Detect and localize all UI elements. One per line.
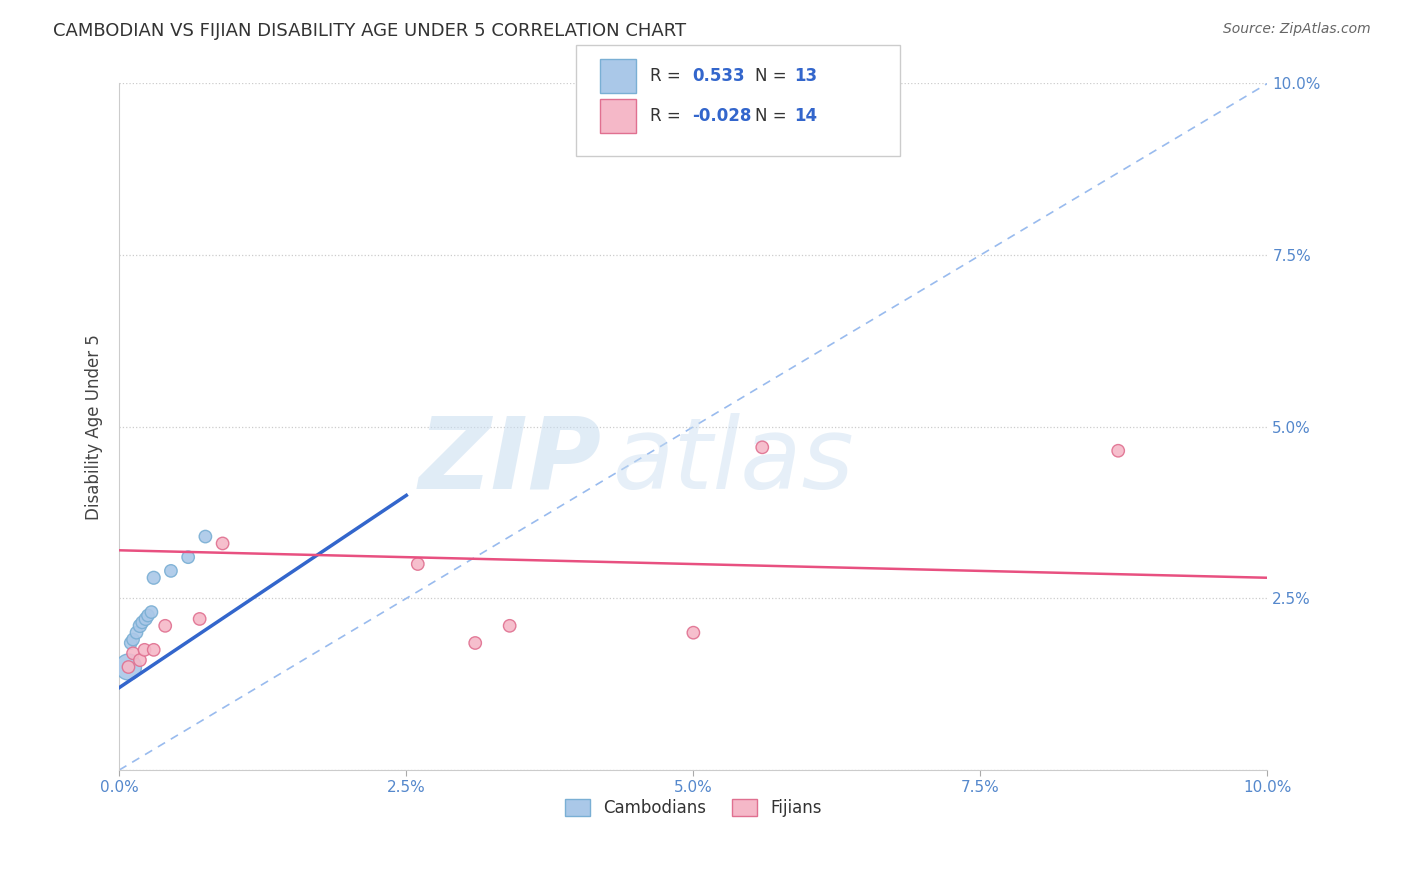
Point	[117, 660, 139, 674]
Text: atlas: atlas	[613, 412, 855, 509]
Text: -0.028: -0.028	[692, 107, 751, 125]
Point	[751, 440, 773, 454]
Point	[134, 643, 156, 657]
Text: 14: 14	[794, 107, 817, 125]
Point	[122, 632, 145, 647]
Point	[131, 615, 153, 630]
Point	[142, 571, 165, 585]
Point	[160, 564, 183, 578]
Text: 13: 13	[794, 67, 817, 85]
Point	[129, 653, 152, 667]
Text: N =: N =	[755, 67, 792, 85]
Point	[153, 619, 176, 633]
Point	[122, 646, 145, 660]
Point	[498, 619, 520, 633]
Text: Source: ZipAtlas.com: Source: ZipAtlas.com	[1223, 22, 1371, 37]
Point	[135, 612, 157, 626]
Point	[188, 612, 211, 626]
Point	[406, 557, 429, 571]
Point	[194, 530, 217, 544]
Point	[682, 625, 704, 640]
Text: N =: N =	[755, 107, 792, 125]
Point	[125, 625, 148, 640]
Point	[142, 643, 165, 657]
Point	[136, 608, 159, 623]
Point	[141, 605, 163, 619]
Point	[464, 636, 486, 650]
Text: R =: R =	[650, 67, 686, 85]
Point	[120, 636, 142, 650]
Text: 0.533: 0.533	[692, 67, 744, 85]
Text: ZIP: ZIP	[419, 412, 602, 509]
Point	[117, 660, 139, 674]
Y-axis label: Disability Age Under 5: Disability Age Under 5	[86, 334, 103, 520]
Point	[1107, 443, 1129, 458]
Text: R =: R =	[650, 107, 686, 125]
Point	[211, 536, 233, 550]
Text: CAMBODIAN VS FIJIAN DISABILITY AGE UNDER 5 CORRELATION CHART: CAMBODIAN VS FIJIAN DISABILITY AGE UNDER…	[53, 22, 686, 40]
Point	[177, 550, 200, 565]
Point	[129, 619, 152, 633]
Legend: Cambodians, Fijians: Cambodians, Fijians	[558, 792, 828, 823]
